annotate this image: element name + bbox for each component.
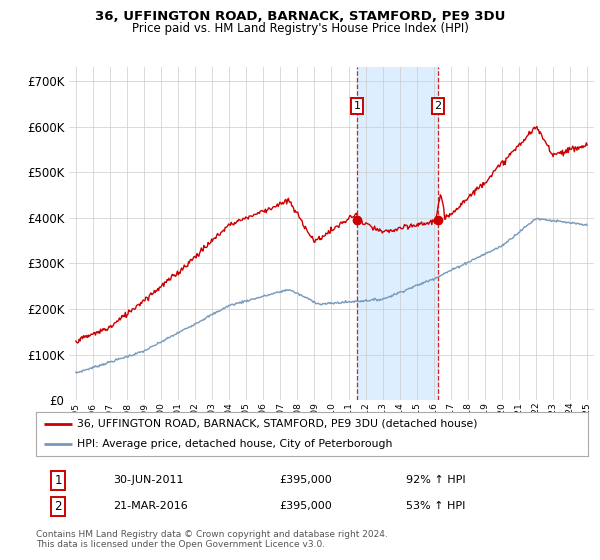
Text: 21-MAR-2016: 21-MAR-2016 <box>113 501 188 511</box>
Text: Contains HM Land Registry data © Crown copyright and database right 2024.
This d: Contains HM Land Registry data © Crown c… <box>36 530 388 549</box>
Text: 2: 2 <box>55 500 62 513</box>
Text: £395,000: £395,000 <box>279 501 332 511</box>
Bar <box>357 67 438 400</box>
Text: HPI: Average price, detached house, City of Peterborough: HPI: Average price, detached house, City… <box>77 439 393 449</box>
Text: 36, UFFINGTON ROAD, BARNACK, STAMFORD, PE9 3DU (detached house): 36, UFFINGTON ROAD, BARNACK, STAMFORD, P… <box>77 419 478 429</box>
Text: 53% ↑ HPI: 53% ↑ HPI <box>406 501 465 511</box>
Text: Price paid vs. HM Land Registry's House Price Index (HPI): Price paid vs. HM Land Registry's House … <box>131 22 469 35</box>
Text: 30-JUN-2011: 30-JUN-2011 <box>113 475 184 486</box>
Text: 36, UFFINGTON ROAD, BARNACK, STAMFORD, PE9 3DU: 36, UFFINGTON ROAD, BARNACK, STAMFORD, P… <box>95 10 505 23</box>
Text: 1: 1 <box>55 474 62 487</box>
Text: 2: 2 <box>434 101 442 111</box>
Text: 1: 1 <box>353 101 361 111</box>
Text: £395,000: £395,000 <box>279 475 332 486</box>
Text: 92% ↑ HPI: 92% ↑ HPI <box>406 475 466 486</box>
